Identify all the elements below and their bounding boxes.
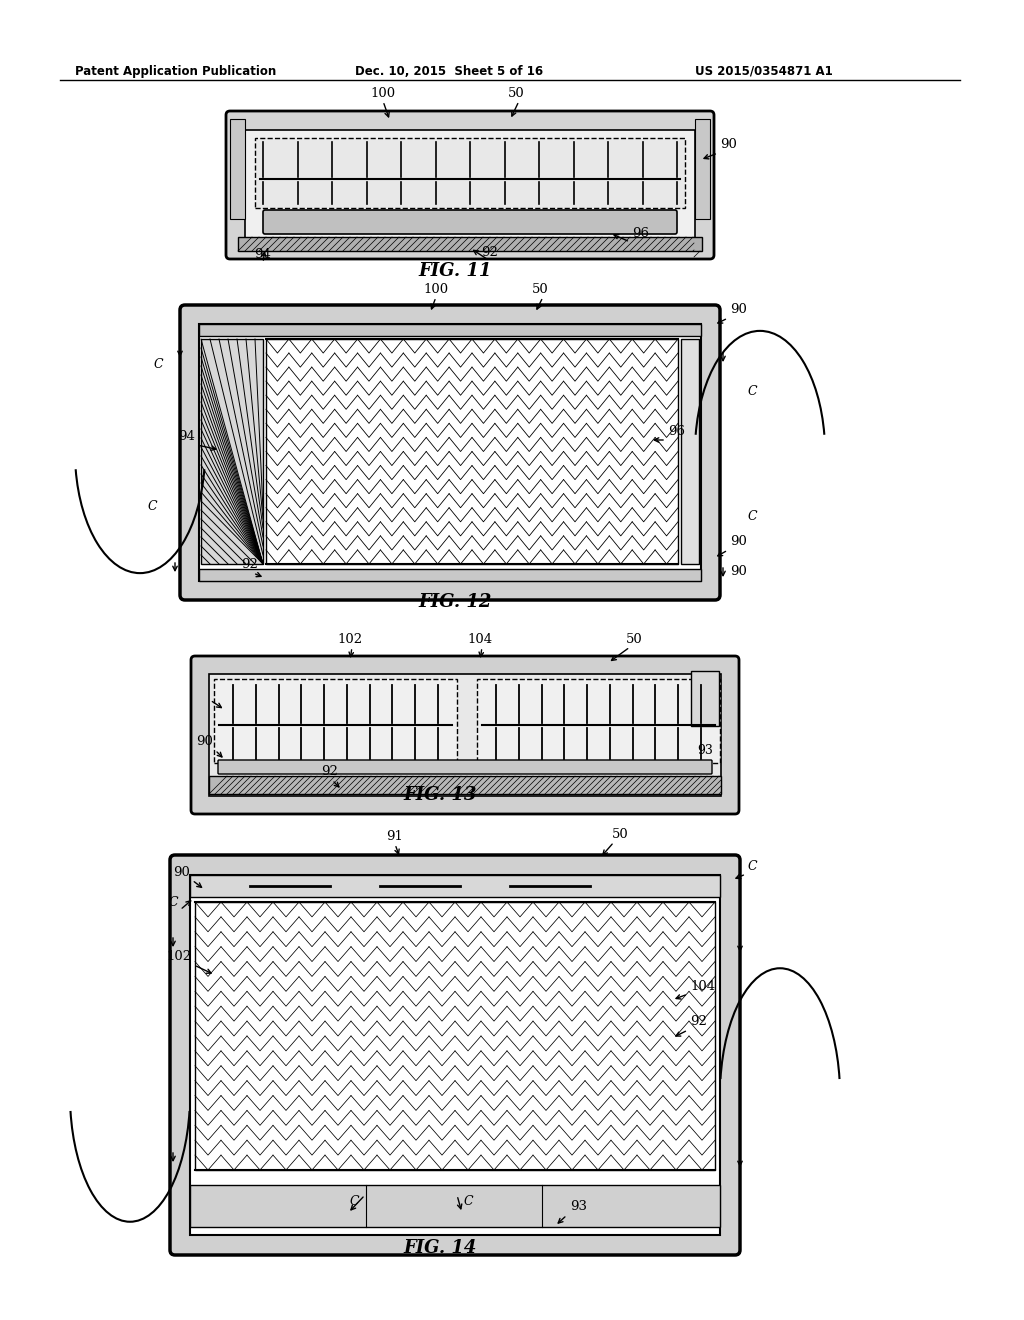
Text: 90: 90 <box>173 866 190 879</box>
Text: FIG. 13: FIG. 13 <box>403 785 477 804</box>
FancyBboxPatch shape <box>180 305 720 601</box>
Text: C: C <box>168 896 178 909</box>
Bar <box>199 569 701 581</box>
Text: C: C <box>748 510 758 523</box>
Bar <box>691 671 719 726</box>
Text: 90: 90 <box>720 139 737 150</box>
Bar <box>201 339 263 564</box>
Text: 50: 50 <box>611 828 629 841</box>
Text: C: C <box>463 1195 473 1208</box>
Text: C: C <box>748 385 758 399</box>
FancyBboxPatch shape <box>170 855 740 1255</box>
Bar <box>190 875 720 898</box>
Text: 92: 92 <box>690 1015 707 1028</box>
FancyBboxPatch shape <box>191 656 739 814</box>
Text: FIG. 11: FIG. 11 <box>419 261 492 280</box>
Text: 90: 90 <box>730 304 746 315</box>
Bar <box>245 129 695 240</box>
Text: 50: 50 <box>508 87 524 100</box>
FancyBboxPatch shape <box>226 111 714 259</box>
Bar <box>255 139 685 209</box>
FancyBboxPatch shape <box>218 760 712 774</box>
Text: 90: 90 <box>197 735 213 748</box>
Text: 92: 92 <box>242 558 258 572</box>
Text: 90: 90 <box>730 535 746 548</box>
Text: 93: 93 <box>570 1200 587 1213</box>
Bar <box>199 323 701 581</box>
Text: 93: 93 <box>697 744 713 756</box>
Text: US 2015/0354871 A1: US 2015/0354871 A1 <box>695 65 833 78</box>
Bar <box>214 678 457 763</box>
Text: 102: 102 <box>167 950 193 964</box>
Text: 102: 102 <box>338 634 362 645</box>
Text: Dec. 10, 2015  Sheet 5 of 16: Dec. 10, 2015 Sheet 5 of 16 <box>355 65 543 78</box>
Text: C: C <box>748 861 758 873</box>
Text: Patent Application Publication: Patent Application Publication <box>75 65 276 78</box>
Text: 91: 91 <box>387 830 403 843</box>
Bar <box>209 675 721 796</box>
Text: 50: 50 <box>626 634 642 645</box>
Bar <box>195 902 715 1170</box>
Text: 90: 90 <box>730 565 746 578</box>
Text: 94: 94 <box>178 430 195 444</box>
Bar <box>230 119 245 219</box>
Text: 50: 50 <box>531 282 549 296</box>
Text: 96: 96 <box>668 425 685 438</box>
Text: C: C <box>154 358 163 371</box>
Bar <box>190 875 720 1236</box>
FancyBboxPatch shape <box>263 210 677 234</box>
Bar <box>199 323 701 337</box>
Text: 104: 104 <box>690 979 715 993</box>
Bar <box>238 238 702 251</box>
Bar <box>266 339 678 564</box>
Text: C: C <box>147 500 157 513</box>
Text: FIG. 14: FIG. 14 <box>403 1239 477 1257</box>
Text: FIG. 12: FIG. 12 <box>419 593 492 611</box>
Text: 92: 92 <box>322 766 339 777</box>
Bar <box>681 339 699 564</box>
Text: C: C <box>349 1195 358 1208</box>
Text: 104: 104 <box>467 634 493 645</box>
Text: 100: 100 <box>424 282 449 296</box>
Bar <box>190 1185 720 1228</box>
Text: 100: 100 <box>371 87 395 100</box>
Text: 96: 96 <box>632 227 649 240</box>
Text: 92: 92 <box>481 246 499 259</box>
Bar <box>477 678 720 763</box>
Text: 94: 94 <box>255 248 271 261</box>
Bar <box>209 776 721 795</box>
Bar <box>695 119 710 219</box>
